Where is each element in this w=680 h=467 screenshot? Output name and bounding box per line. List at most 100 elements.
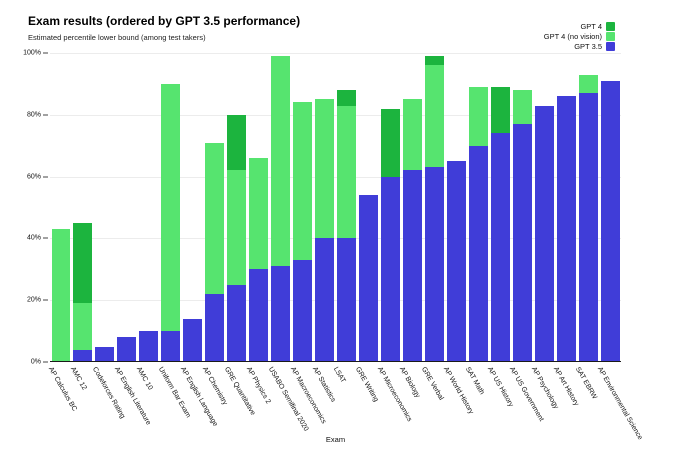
bar-group-gre-writing xyxy=(358,53,380,362)
bar-group-sat-math xyxy=(467,53,489,362)
bar-gpt-3-5-lsat xyxy=(337,238,357,362)
bar-gpt-3-5-ap-chemistry xyxy=(205,294,225,362)
y-tick-mark xyxy=(43,52,48,54)
bar-group-ap-physics-2 xyxy=(248,53,270,362)
bar-group-uniform-bar-exam xyxy=(160,53,182,362)
y-tick-80: 80% xyxy=(27,111,48,118)
x-label-usabo-semifinal-2020: USABO Semifinal 2020 xyxy=(266,366,309,433)
legend-label-gpt35: GPT 3.5 xyxy=(574,42,602,51)
y-tick-20: 20% xyxy=(27,297,48,304)
bar-group-amc-12 xyxy=(72,53,94,362)
bar-gpt-4-no-vision-amc-12 xyxy=(73,303,93,362)
y-tick-mark xyxy=(43,299,48,301)
bar-group-ap-chemistry xyxy=(204,53,226,362)
bar-group-amc-10 xyxy=(138,53,160,362)
bar-group-lsat xyxy=(336,53,358,362)
bar-gpt-3-5-ap-microeconomics xyxy=(381,176,400,362)
bar-group-ap-statistics xyxy=(314,53,336,362)
bar-gpt-3-5-sat-ebrw xyxy=(578,93,598,362)
bar-gpt-3-5-ap-biology xyxy=(403,170,422,362)
legend-item-gpt4: GPT 4 xyxy=(544,22,615,31)
bar-group-ap-environmental-science xyxy=(599,53,621,362)
bar-group-ap-us-history xyxy=(489,53,511,362)
x-label-sat-math: SAT Math xyxy=(464,366,486,396)
x-axis-line xyxy=(50,361,621,362)
bar-group-ap-us-government xyxy=(511,53,533,362)
bar-gpt-3-5-sat-math xyxy=(468,145,488,362)
bar-gpt-3-5-gre-writing xyxy=(359,195,379,362)
y-tick-label: 0% xyxy=(30,358,41,366)
x-label-ap-environmental-science: AP Environmental Science xyxy=(595,366,644,442)
bar-gpt-3-5-ap-macroeconomics xyxy=(293,260,313,362)
gridline-100 xyxy=(50,53,621,54)
x-label-sat-ebrw: SAT EBRW xyxy=(573,366,598,401)
y-tick-60: 60% xyxy=(27,173,48,180)
gpt4-swatch-icon xyxy=(606,22,615,31)
bar-group-codeforces-rating xyxy=(94,53,116,362)
bar-gpt-3-5-amc-12 xyxy=(73,349,93,362)
x-label-amc-10: AMC 10 xyxy=(134,366,154,392)
bar-gpt-3-5-gre-quantitative xyxy=(227,284,247,362)
bar-gpt-3-5-ap-world-history xyxy=(446,161,466,362)
bar-gpt-3-5-codeforces-rating xyxy=(95,346,115,362)
y-tick-mark xyxy=(43,176,48,178)
bar-gpt-3-5-ap-environmental-science xyxy=(600,80,620,362)
legend-item-gpt35: GPT 3.5 xyxy=(544,42,615,51)
gpt4-no-vision-swatch-icon xyxy=(606,32,615,41)
bar-gpt-3-5-ap-art-history xyxy=(556,96,576,362)
bar-gpt-3-5-ap-english-language xyxy=(183,318,203,362)
y-tick-label: 20% xyxy=(26,296,41,304)
gridline-80 xyxy=(50,114,621,116)
bar-group-ap-english-literature xyxy=(116,53,138,362)
bar-gpt-3-5-ap-physics-2 xyxy=(249,269,269,362)
y-axis: 0% 20% 40% 60% 80% 100% xyxy=(0,50,48,366)
bar-group-ap-world-history xyxy=(445,53,467,362)
legend-label-gpt4: GPT 4 xyxy=(580,22,602,31)
x-label-gre-verbal: GRE Verbal xyxy=(420,366,445,402)
bar-gpt-3-5-usabo-semifinal-2020 xyxy=(271,266,291,362)
x-axis-labels: AP Calculus BC AMC 12 Codeforces Rating AP … xyxy=(47,366,643,466)
bar-gpt-3-5-amc-10 xyxy=(139,331,159,362)
x-label-ap-biology: AP Biology xyxy=(398,366,422,400)
legend: GPT 4 GPT 4 (no vision) GPT 3.5 xyxy=(544,22,615,51)
x-label-lsat: LSAT xyxy=(332,366,347,385)
bar-gpt-4-no-vision-ap-calculus-bc xyxy=(51,229,71,362)
bar-gpt-3-5-uniform-bar-exam xyxy=(161,331,181,362)
plot-area xyxy=(50,53,621,362)
bar-gpt-3-5-gre-verbal xyxy=(424,167,444,362)
gpt35-swatch-icon xyxy=(606,42,615,51)
bar-gpt-3-5-ap-english-literature xyxy=(117,337,137,362)
y-tick-mark xyxy=(43,361,48,363)
legend-label-gpt4-no-vision: GPT 4 (no vision) xyxy=(543,32,602,41)
bar-gpt-3-5-ap-statistics xyxy=(315,238,335,362)
bar-group-ap-microeconomics xyxy=(380,53,402,362)
x-label-gre-writing: GRE Writing xyxy=(354,366,380,404)
bar-group-gre-quantitative xyxy=(226,53,248,362)
bar-group-ap-english-language xyxy=(182,53,204,362)
bar-group-ap-psychology xyxy=(533,53,555,362)
gridline-60 xyxy=(50,176,621,178)
bar-gpt-3-5-ap-us-government xyxy=(512,124,532,362)
bar-group-gre-verbal xyxy=(423,53,445,362)
x-label-amc-12: AMC 12 xyxy=(68,366,88,392)
y-tick-label: 40% xyxy=(26,234,41,242)
x-axis-title: Exam xyxy=(325,435,346,444)
bar-group-usabo-semifinal-2020 xyxy=(270,53,292,362)
gridline-40 xyxy=(50,238,621,240)
legend-item-gpt4-no-vision: GPT 4 (no vision) xyxy=(544,32,615,41)
bar-group-sat-ebrw xyxy=(577,53,599,362)
y-tick-label: 60% xyxy=(26,173,41,181)
gridline-20 xyxy=(50,300,621,302)
y-tick-label: 100% xyxy=(23,49,41,57)
y-tick-mark xyxy=(43,237,48,239)
y-tick-100: 100% xyxy=(23,50,48,57)
bar-group-ap-biology xyxy=(402,53,424,362)
y-tick-label: 80% xyxy=(26,111,41,119)
bar-gpt-3-5-ap-psychology xyxy=(534,105,554,362)
y-tick-0: 0% xyxy=(31,359,48,366)
bar-gpt-4-no-vision-uniform-bar-exam xyxy=(161,83,181,362)
bar-group-ap-calculus-bc xyxy=(50,53,72,362)
y-tick-40: 40% xyxy=(27,235,48,242)
chart-title: Exam results (ordered by GPT 3.5 perform… xyxy=(28,14,301,28)
